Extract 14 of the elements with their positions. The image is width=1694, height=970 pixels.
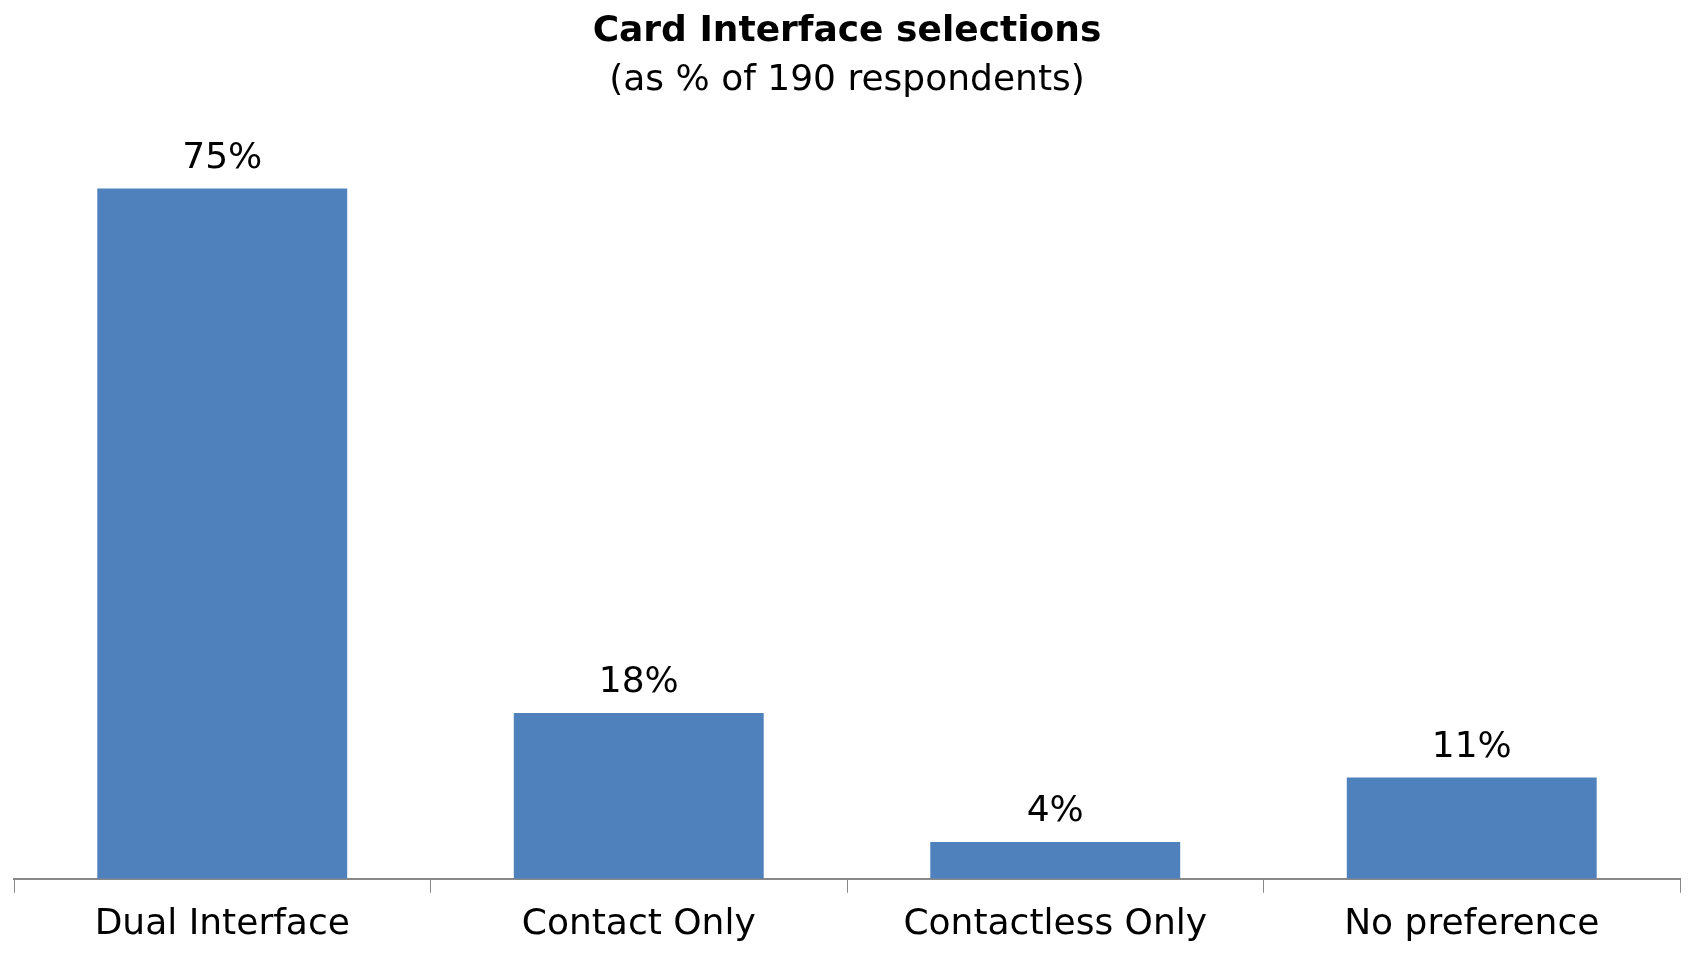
data-label: 11% xyxy=(1431,723,1512,765)
chart-title: Card Interface selections xyxy=(592,7,1102,49)
x-tick-label: Contactless Only xyxy=(903,900,1208,942)
bar xyxy=(97,188,348,879)
data-label: 75% xyxy=(182,134,263,176)
x-tick-label: Contact Only xyxy=(521,900,756,942)
data-label: 4% xyxy=(1026,788,1084,830)
bar xyxy=(513,713,764,879)
bar xyxy=(1346,777,1597,879)
x-tick-label: Dual Interface xyxy=(94,900,350,942)
chart-subtitle: (as % of 190 respondents) xyxy=(609,57,1085,99)
data-label: 18% xyxy=(598,659,679,701)
bar xyxy=(930,841,1181,879)
x-tick-label: No preference xyxy=(1344,900,1600,942)
